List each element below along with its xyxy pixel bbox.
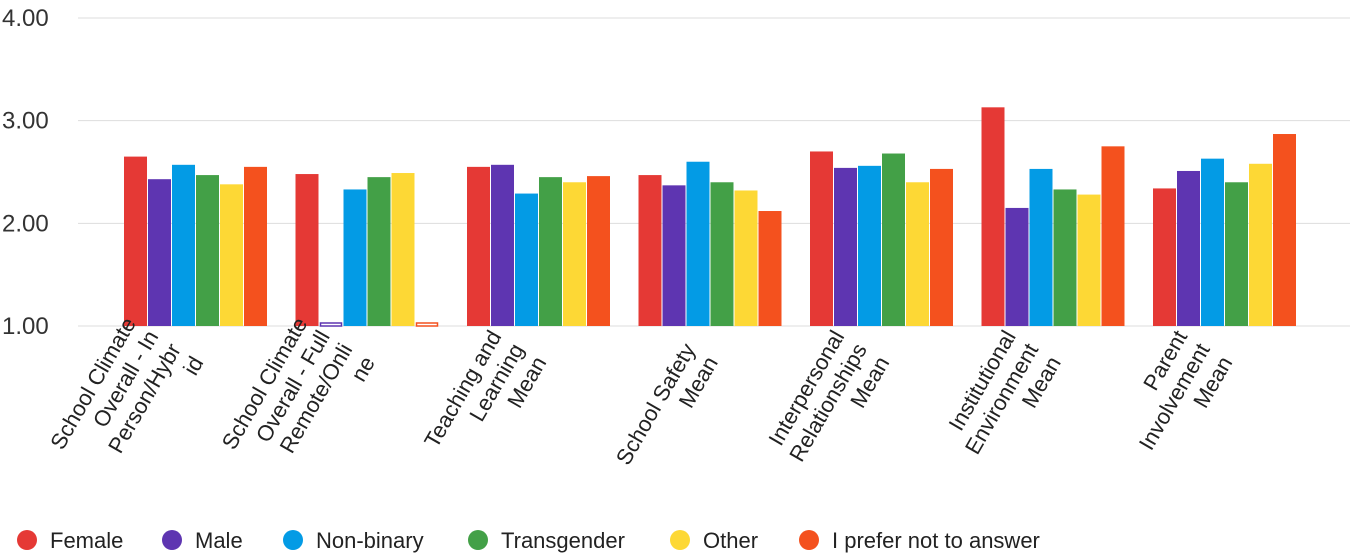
bar [563, 182, 586, 326]
bar [686, 161, 710, 326]
legend-marker [162, 530, 182, 550]
bar [515, 193, 538, 326]
bar [148, 179, 171, 326]
category-label: InterpersonalRelationshipsMean [762, 326, 895, 479]
bar [467, 166, 490, 326]
bar [906, 182, 929, 326]
legend-label: Non-binary [316, 528, 424, 553]
bar-empty [319, 322, 343, 327]
legend: Female Male Non-binary Transgender Other I pr… [17, 528, 1040, 553]
bar [638, 175, 662, 326]
category-label: ParentInvolvementMean [1111, 326, 1237, 467]
bar [1225, 182, 1248, 326]
bar [1273, 134, 1296, 326]
bar [858, 165, 881, 326]
bar [172, 164, 195, 326]
legend-marker [17, 530, 37, 550]
bar [295, 174, 319, 326]
bar [1053, 189, 1077, 326]
legend-marker [670, 530, 690, 550]
bar [539, 177, 562, 326]
bar [1005, 207, 1029, 326]
bar [710, 182, 734, 326]
bar [930, 168, 953, 326]
bar [220, 184, 243, 326]
bar [1029, 168, 1053, 326]
bar [981, 107, 1005, 326]
bar [1201, 158, 1224, 326]
bars [124, 107, 1296, 327]
bar [343, 189, 367, 326]
category-label: Teaching andLearningMean [419, 326, 551, 478]
category-label: School SafetyMean [611, 339, 723, 482]
bar [734, 190, 758, 326]
bar [810, 151, 833, 326]
y-tick-label: 1.00 [2, 313, 49, 340]
bar [1249, 163, 1272, 326]
bar [1153, 188, 1176, 326]
bar [662, 185, 686, 326]
bar [1101, 146, 1125, 326]
bar [391, 173, 415, 326]
category-labels: School ClimateOverall - InPerson/Hybrid S… [45, 313, 1237, 493]
bar [882, 153, 905, 326]
bar [1177, 170, 1200, 326]
legend-marker [468, 530, 488, 550]
category-label: School ClimateOverall - FullRemote/Onlin… [217, 313, 380, 493]
bar [1077, 194, 1101, 326]
y-tick-label: 2.00 [2, 210, 49, 237]
category-label: School ClimateOverall - InPerson/Hybrid [45, 313, 208, 493]
legend-label: I prefer not to answer [832, 528, 1040, 553]
legend-label: Other [703, 528, 758, 553]
bar [587, 176, 610, 326]
bar [834, 167, 857, 326]
legend-label: Transgender [501, 528, 625, 553]
bar-empty [415, 322, 439, 327]
category-label: InstitutionalEnvironmentMean [937, 326, 1065, 471]
bar [244, 166, 267, 326]
legend-marker [283, 530, 303, 550]
y-tick-label: 3.00 [2, 108, 49, 135]
y-tick-label: 4.00 [2, 5, 49, 32]
bar [367, 177, 391, 326]
legend-marker [799, 530, 819, 550]
legend-label: Male [195, 528, 243, 553]
bar [124, 156, 147, 326]
legend-label: Female [50, 528, 123, 553]
y-axis-tick-labels: 1.00 2.00 3.00 4.00 [2, 5, 49, 340]
bar [758, 211, 782, 326]
bar [491, 164, 514, 326]
bar [196, 175, 219, 326]
